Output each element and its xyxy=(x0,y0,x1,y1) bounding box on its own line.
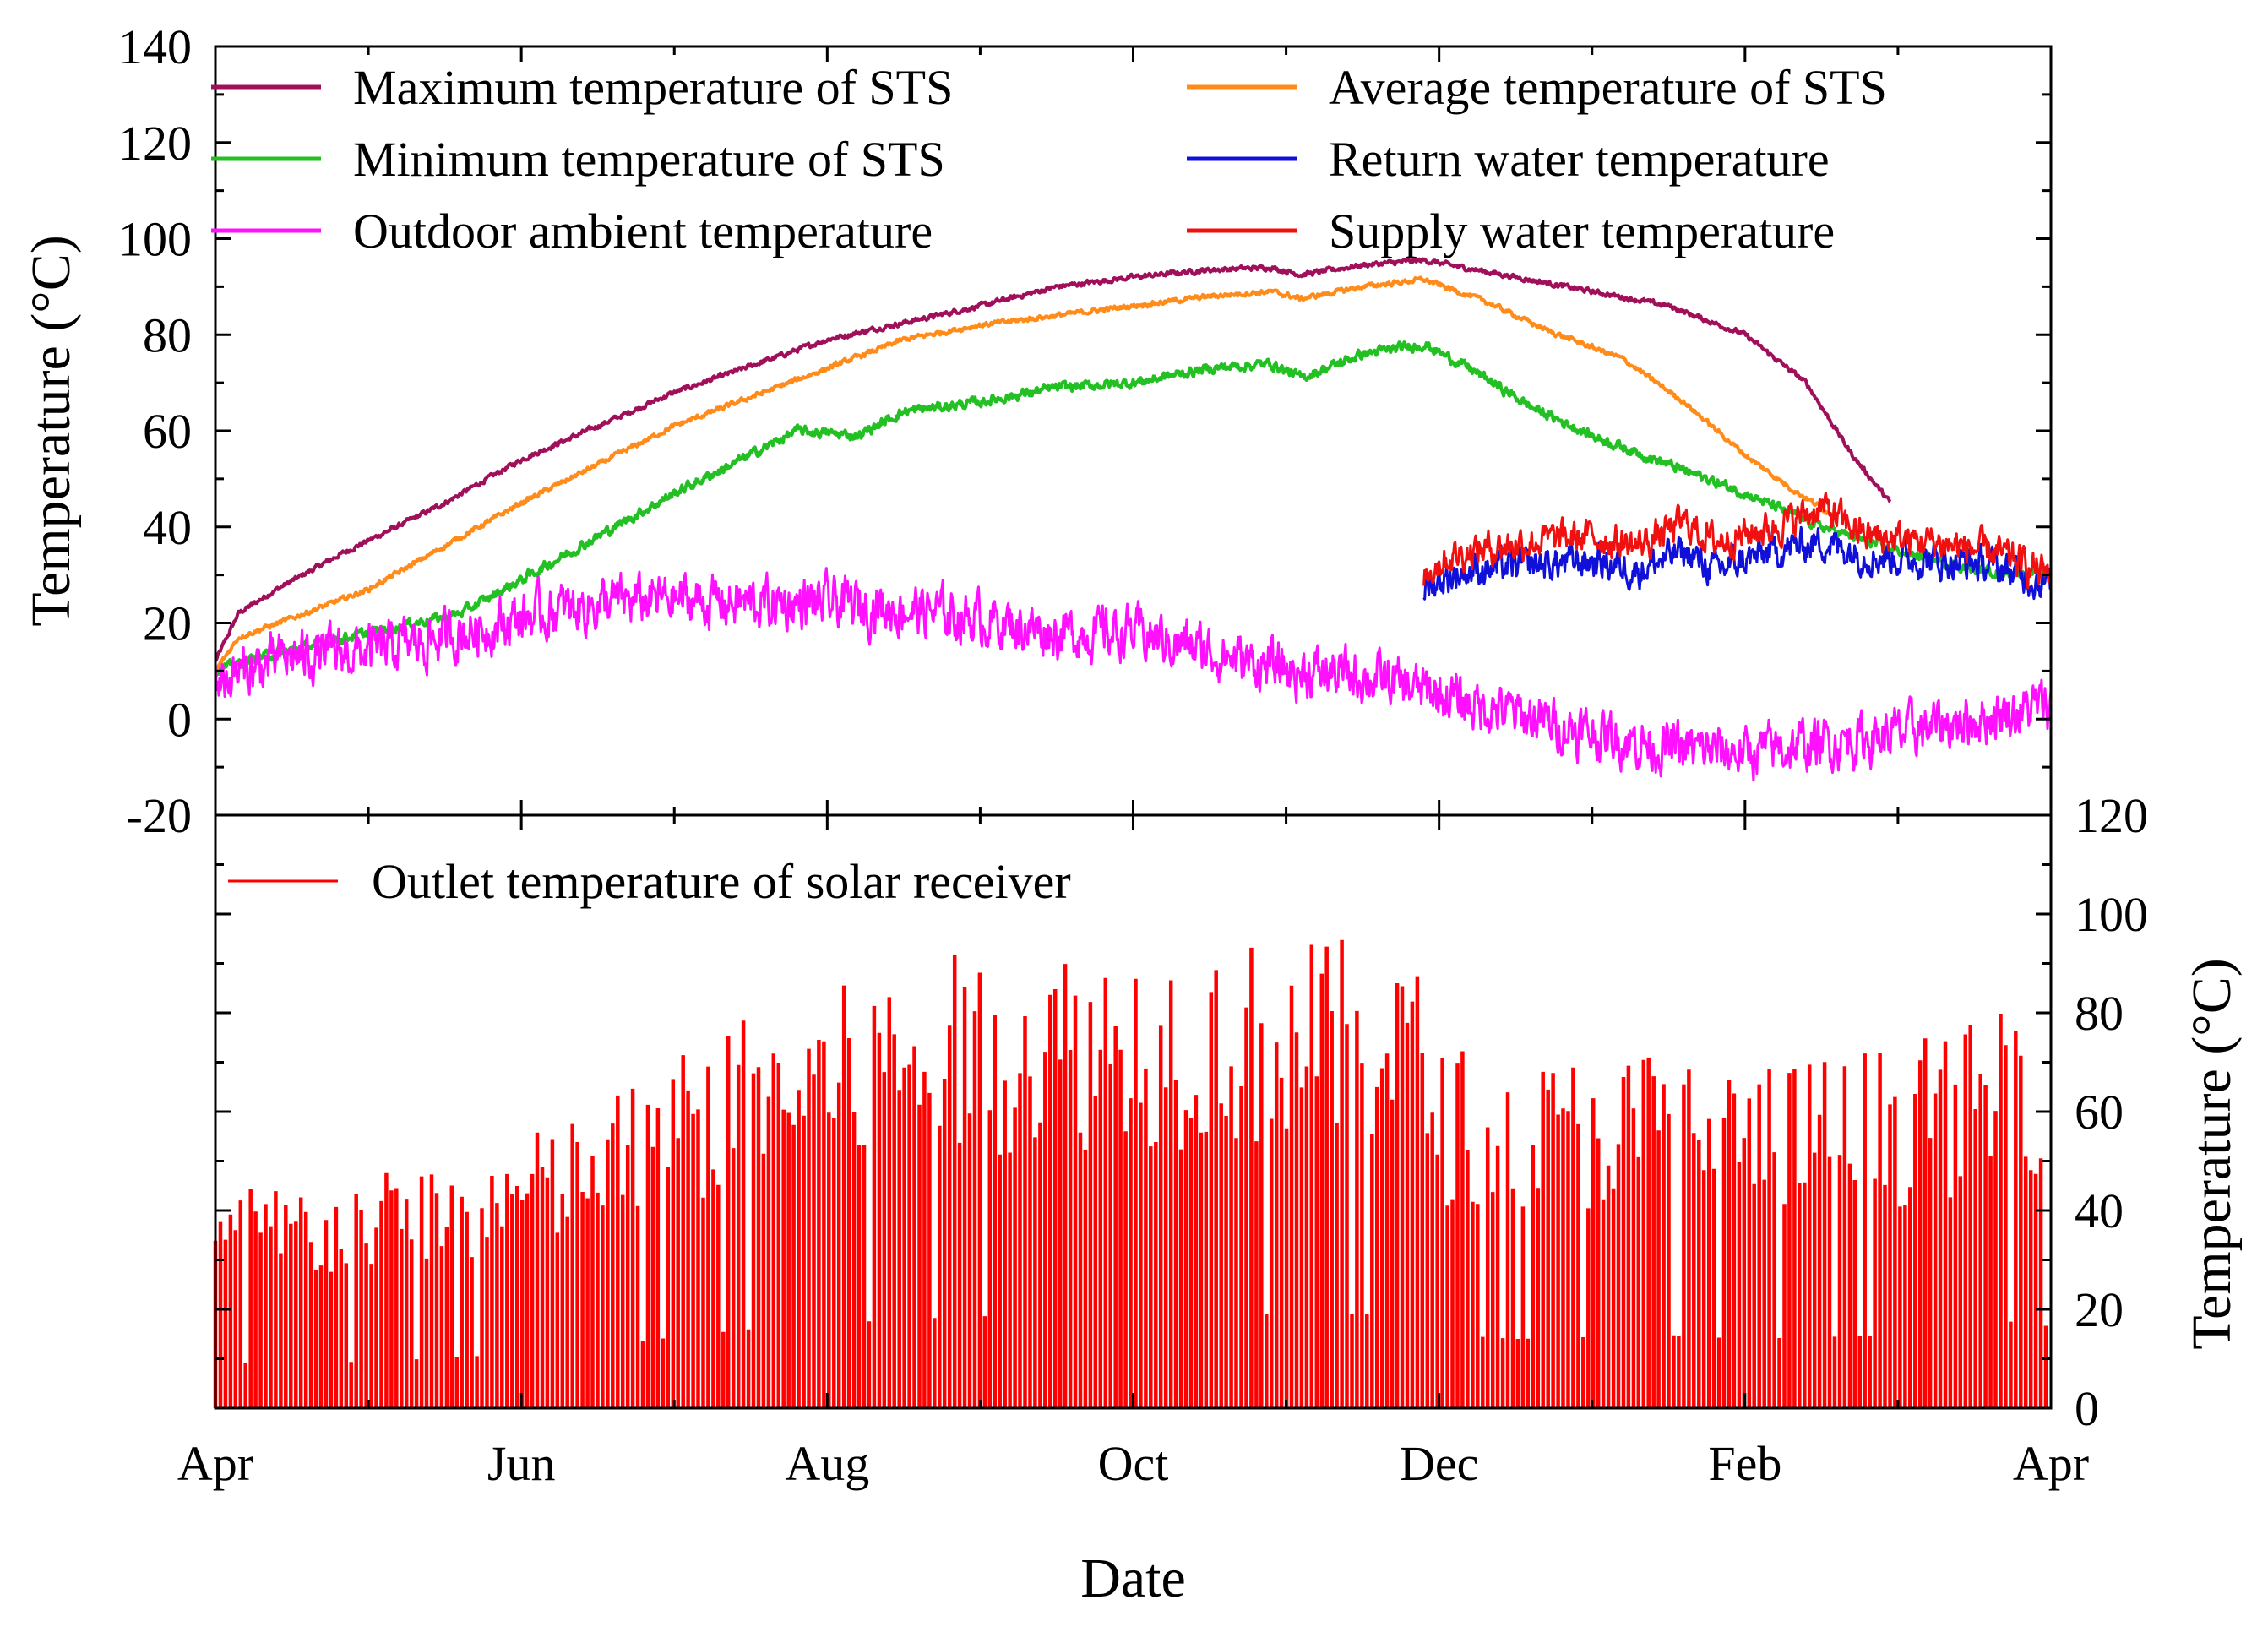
x-tick-label: Aug xyxy=(785,1436,869,1491)
series-line-3 xyxy=(1422,525,2053,601)
outlet-temperature-bars xyxy=(213,939,2048,1408)
legend-label: Maximum temperature of STS xyxy=(353,60,953,115)
bottom-y-tick-label: 80 xyxy=(2075,986,2124,1041)
legend-label: Outdoor ambient temperature xyxy=(353,204,933,258)
series-line-2 xyxy=(214,340,2052,677)
top-y-tick-label: -20 xyxy=(127,788,192,843)
x-tick-label: Jun xyxy=(487,1436,556,1491)
top-y-tick-label: 120 xyxy=(118,116,192,171)
series-line-0 xyxy=(214,257,1892,662)
top-y-tick-label: 100 xyxy=(118,212,192,267)
legend-label: Supply water temperature xyxy=(1329,204,1835,258)
x-tick-label: Feb xyxy=(1708,1436,1781,1491)
top-y-tick-label: 140 xyxy=(118,19,192,74)
bottom-y-tick-label: 100 xyxy=(2075,887,2148,942)
legend-label: Outlet temperature of solar receiver xyxy=(372,854,1071,909)
top-y-tick-label: 0 xyxy=(167,692,192,747)
x-axis-title: Date xyxy=(1080,1548,1186,1609)
x-tick-label: Oct xyxy=(1098,1436,1169,1491)
top-y-tick-label: 40 xyxy=(143,500,192,555)
x-tick-label: Apr xyxy=(2013,1436,2089,1491)
top-y-axis-title: Temperature (°C) xyxy=(20,235,82,626)
top-y-tick-label: 60 xyxy=(143,404,192,459)
axes-layer xyxy=(214,45,2053,1410)
bottom-y-tick-label: 20 xyxy=(2075,1282,2124,1337)
bottom-y-axis-title: Temperature (°C) xyxy=(2181,958,2243,1349)
plot-layer xyxy=(213,257,2053,1408)
text-layer: -20 0 20 40 60 80 100 120 140 0 20 40 60 80 100 120 Apr J… xyxy=(20,19,2243,1609)
legend-label: Average temperature of STS xyxy=(1329,60,1887,115)
series-line-4 xyxy=(1422,492,2053,590)
legend-label: Minimum temperature of STS xyxy=(353,132,945,187)
bottom-y-tick-label: 60 xyxy=(2075,1085,2124,1140)
series-line-5 xyxy=(214,567,2053,782)
series-line-1 xyxy=(214,275,1839,672)
top-y-tick-label: 20 xyxy=(143,596,192,651)
x-tick-label: Dec xyxy=(1400,1436,1478,1491)
legend-label: Return water temperature xyxy=(1329,132,1830,187)
x-tick-label: Apr xyxy=(177,1436,253,1491)
bottom-y-tick-label: 40 xyxy=(2075,1183,2124,1238)
top-y-tick-label: 80 xyxy=(143,307,192,362)
bottom-y-tick-label: 120 xyxy=(2075,788,2148,843)
bottom-y-tick-label: 0 xyxy=(2075,1381,2099,1436)
